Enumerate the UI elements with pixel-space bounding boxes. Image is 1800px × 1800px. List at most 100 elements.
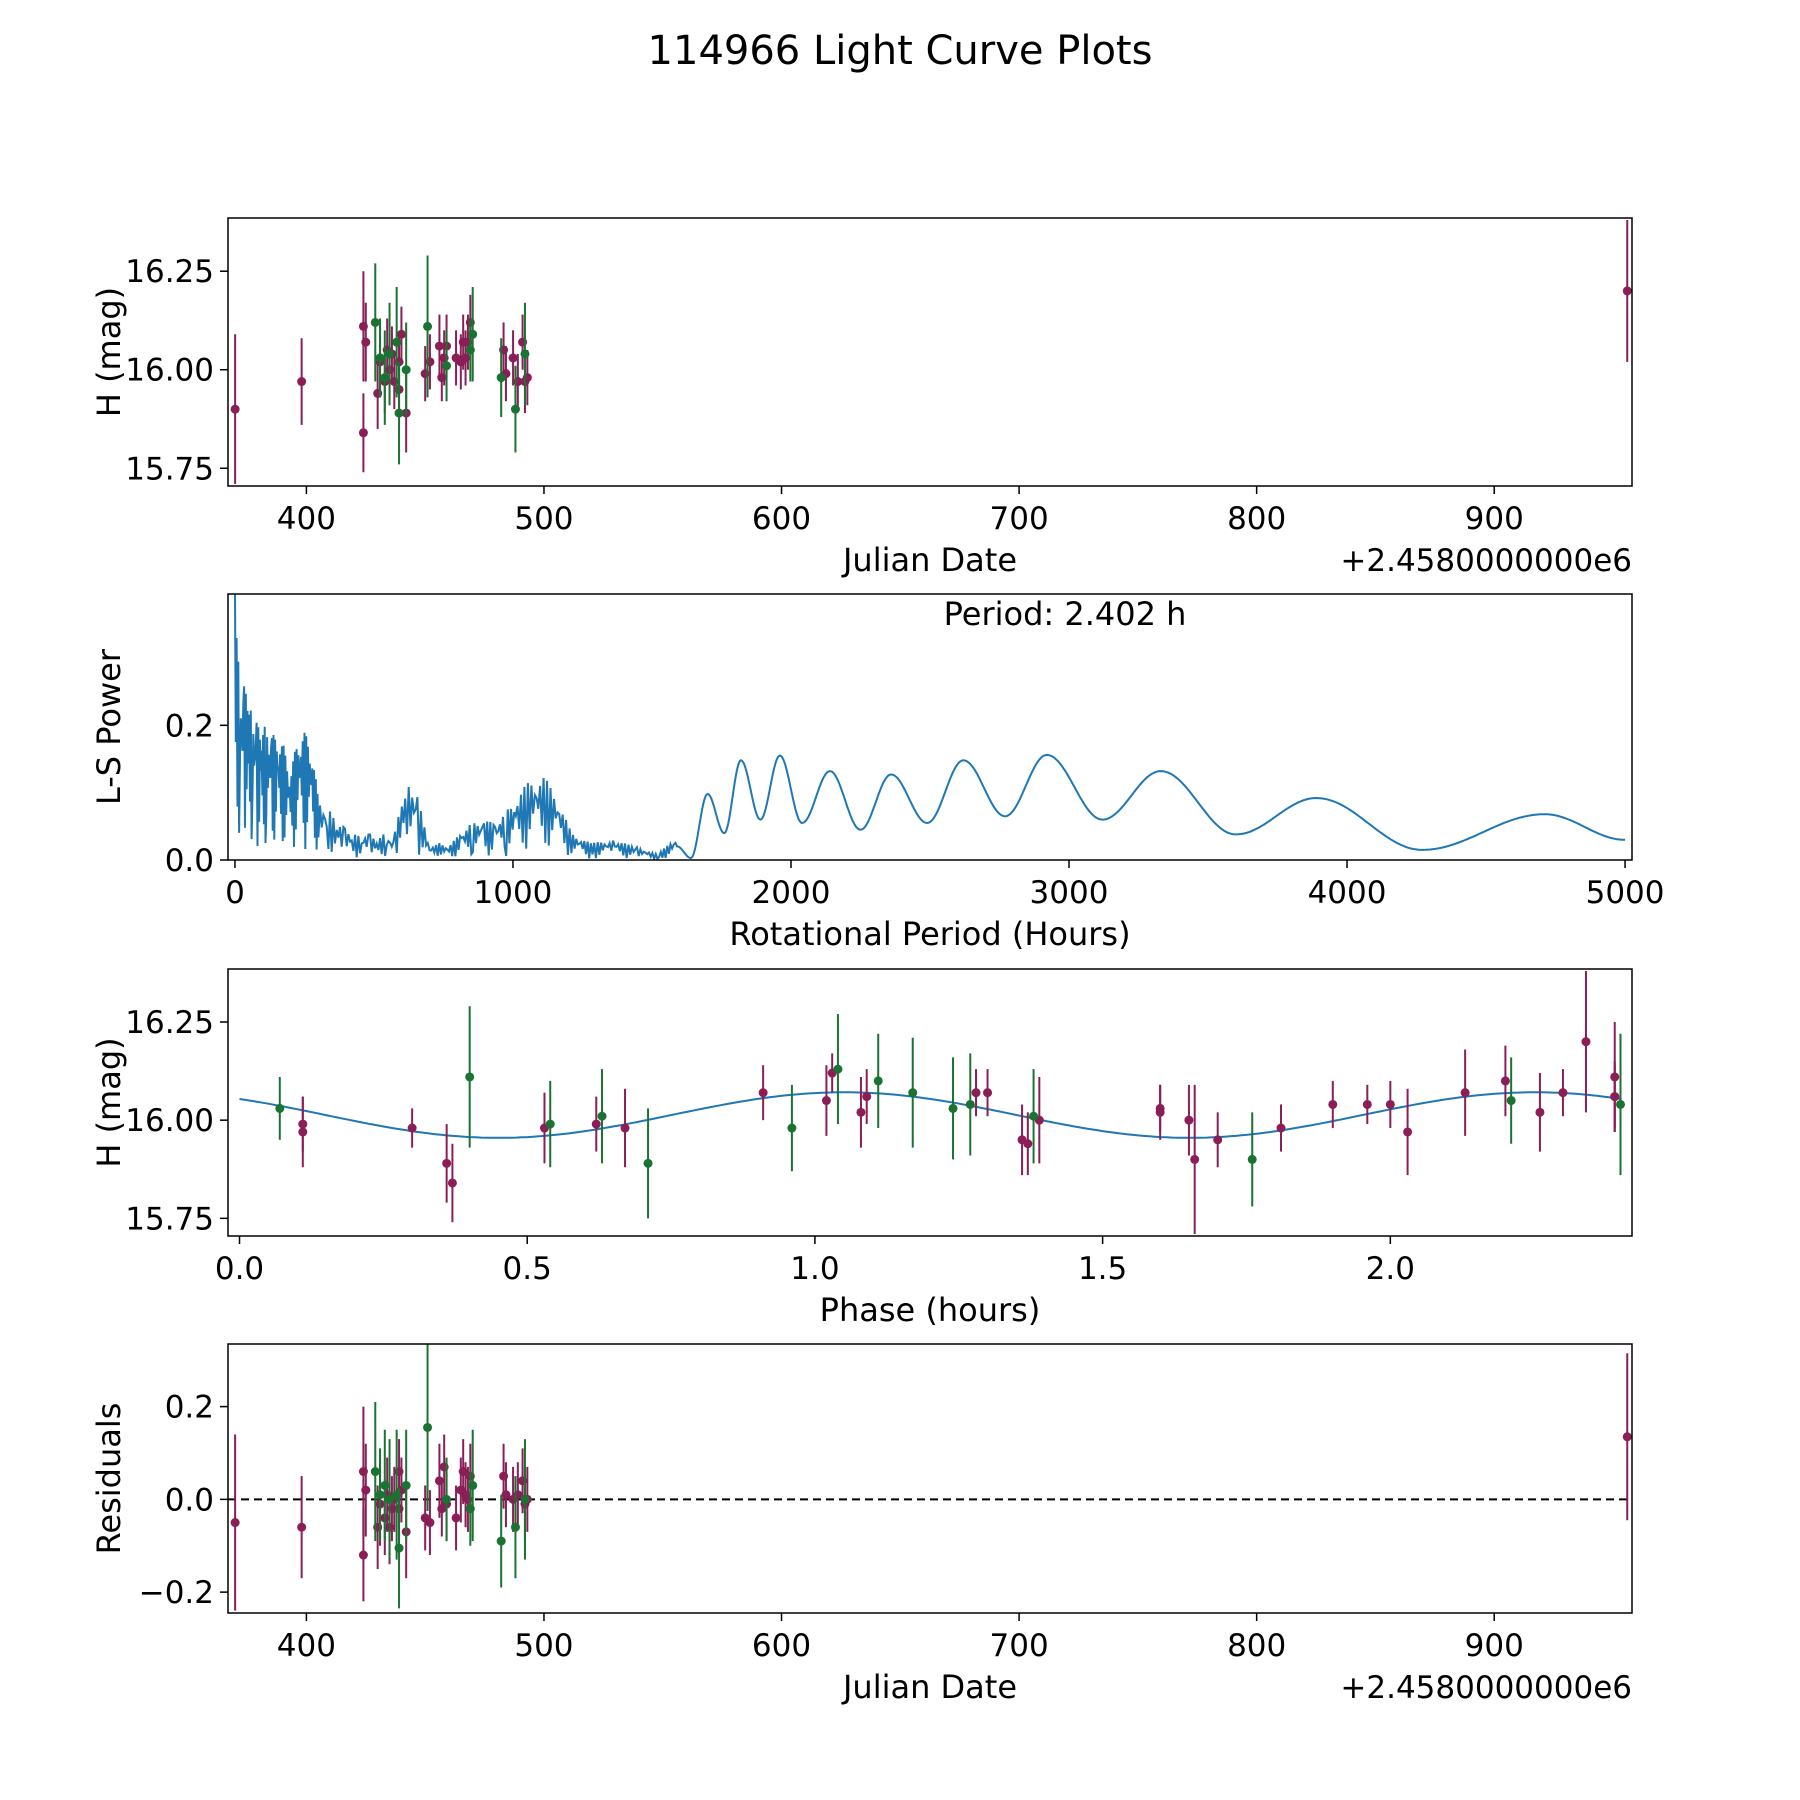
data-point: [370, 317, 380, 327]
x-tick-label: 1000: [474, 875, 553, 911]
y-axis-label: Residuals: [90, 1403, 128, 1555]
x-tick-label: 0.0: [215, 1251, 264, 1287]
data-point: [1506, 1096, 1516, 1106]
data-point: [1213, 1135, 1223, 1145]
x-tick-label: 800: [1227, 1628, 1286, 1664]
data-point: [1460, 1088, 1470, 1098]
periodogram-line: [234, 594, 1626, 860]
y-tick-label: 16.25: [125, 254, 214, 290]
data-point: [392, 337, 402, 347]
x-tick-label: 500: [514, 501, 573, 537]
x-tick-label: 0: [225, 875, 245, 911]
x-axis-label: Rotational Period (Hours): [729, 915, 1130, 953]
x-axis-label: Phase (hours): [820, 1291, 1041, 1329]
x-tick-label: 900: [1465, 1628, 1524, 1664]
data-point: [230, 404, 240, 414]
period-annotation: Period: 2.402 h: [944, 595, 1187, 633]
x-tick-label: 600: [752, 1628, 811, 1664]
data-point: [401, 1480, 411, 1490]
data-point: [375, 1490, 385, 1500]
series-filter-g: [370, 255, 530, 465]
data-point: [442, 1494, 452, 1504]
data-point: [451, 1513, 461, 1523]
y-tick-label: 0.2: [165, 1390, 214, 1426]
data-point: [758, 1088, 768, 1098]
data-point: [423, 321, 433, 331]
data-point: [1184, 1115, 1194, 1125]
panel-periodogram: 0 1000 2000 3000 4000 5000 0.0 0.2 Rotational Pe…: [90, 593, 1665, 953]
data-point: [1535, 1107, 1545, 1117]
x-tick-label: 900: [1465, 501, 1524, 537]
x-tick-label: 1.5: [1078, 1251, 1127, 1287]
data-point: [394, 408, 404, 418]
data-point: [358, 428, 368, 438]
plot-frame: [227, 968, 1633, 1237]
y-tick-label: 15.75: [125, 1201, 214, 1237]
data-point: [496, 373, 506, 383]
data-point: [380, 373, 390, 383]
x-axis-label: Julian Date: [841, 1668, 1017, 1706]
y-tick-label: 16.25: [125, 1005, 214, 1041]
data-point: [442, 1158, 452, 1168]
data-point: [447, 1178, 457, 1188]
data-point: [396, 329, 406, 339]
data-point: [501, 1490, 511, 1500]
data-point: [1029, 1111, 1039, 1121]
series-filter-g: [275, 1006, 1625, 1219]
y-tick-label: 0.0: [165, 1482, 214, 1518]
series-filter-r: [230, 1353, 1632, 1611]
x-tick-label: 2000: [752, 875, 831, 911]
data-point: [401, 365, 411, 375]
plot-frame: [227, 1343, 1633, 1614]
data-point: [1385, 1099, 1395, 1109]
data-point: [545, 1119, 555, 1129]
data-point: [873, 1076, 883, 1086]
data-point: [1190, 1154, 1200, 1164]
data-point: [908, 1088, 918, 1098]
data-point: [385, 1494, 395, 1504]
data-point: [508, 353, 518, 363]
x-tick-label: 5000: [1586, 875, 1665, 911]
x-tick-label: 700: [990, 501, 1049, 537]
data-point: [230, 1518, 240, 1528]
y-tick-label: 16.00: [125, 1103, 214, 1139]
data-point: [1023, 1139, 1033, 1149]
data-point: [1362, 1099, 1372, 1109]
data-point: [862, 1092, 872, 1102]
data-point: [298, 1127, 308, 1137]
series-filter-g: [370, 1344, 530, 1609]
data-point: [510, 1522, 520, 1532]
figure-title: 114966 Light Curve Plots: [647, 28, 1153, 74]
data-point: [468, 1480, 478, 1490]
data-point: [465, 1072, 475, 1082]
data-point: [361, 1485, 371, 1495]
data-point: [375, 353, 385, 363]
y-tick-label: −0.2: [139, 1575, 214, 1611]
data-point: [856, 1107, 866, 1117]
panel-phase-folded: 0.0 0.5 1.0 1.5 2.0 15.75 16.00 16.25 Phase (hou…: [90, 968, 1633, 1329]
data-point: [1500, 1076, 1510, 1086]
y-axis-label: H (mag): [90, 287, 128, 417]
x-tick-label: 1.0: [790, 1251, 839, 1287]
series-filter-r: [230, 219, 1632, 485]
data-point: [370, 1467, 380, 1477]
data-point: [983, 1088, 993, 1098]
y-axis-label: L-S Power: [90, 648, 128, 805]
x-tick-label: 400: [277, 501, 336, 537]
data-point: [520, 1494, 530, 1504]
data-point: [1403, 1127, 1413, 1137]
x-tick-label: 700: [990, 1628, 1049, 1664]
data-point: [1622, 1432, 1632, 1442]
data-point: [965, 1099, 975, 1109]
data-layer: [230, 1344, 1632, 1611]
x-tick-label: 600: [752, 501, 811, 537]
x-axis-label: Julian Date: [841, 541, 1017, 579]
data-layer: [230, 219, 1632, 485]
x-tick-label: 3000: [1030, 875, 1109, 911]
panel-residuals: 400 500 600 700 800 900 −0.2 0.0 0.2 Julian Date R…: [90, 1343, 1633, 1706]
x-tick-label: 500: [514, 1628, 573, 1664]
data-point: [380, 1480, 390, 1490]
data-point: [442, 361, 452, 371]
plot-frame: [227, 217, 1633, 487]
